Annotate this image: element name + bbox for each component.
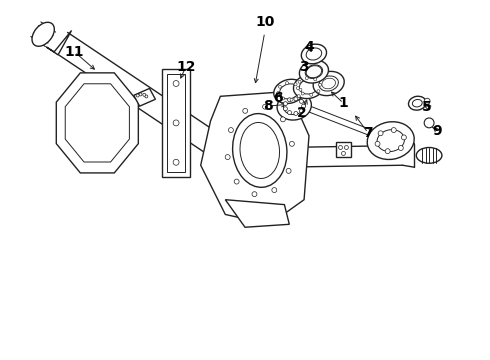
Ellipse shape <box>240 122 279 179</box>
Circle shape <box>297 95 300 98</box>
Circle shape <box>299 99 303 103</box>
Circle shape <box>284 107 288 111</box>
Circle shape <box>173 159 179 165</box>
Circle shape <box>296 87 299 90</box>
Polygon shape <box>65 84 129 162</box>
Circle shape <box>272 188 277 193</box>
Circle shape <box>317 90 320 93</box>
Circle shape <box>278 85 281 88</box>
Text: 12: 12 <box>176 60 196 74</box>
Polygon shape <box>201 91 309 224</box>
Circle shape <box>385 149 390 154</box>
Ellipse shape <box>416 148 442 163</box>
Circle shape <box>139 93 142 96</box>
Ellipse shape <box>306 48 321 60</box>
Text: 9: 9 <box>432 124 442 138</box>
Ellipse shape <box>294 75 324 99</box>
Circle shape <box>294 112 298 116</box>
Circle shape <box>378 131 383 136</box>
Circle shape <box>375 141 380 146</box>
Ellipse shape <box>306 66 321 78</box>
Text: 4: 4 <box>304 40 314 54</box>
Circle shape <box>344 145 348 149</box>
Polygon shape <box>56 73 138 173</box>
Text: 6: 6 <box>272 91 282 105</box>
Polygon shape <box>225 200 289 227</box>
Polygon shape <box>336 141 351 157</box>
Circle shape <box>280 117 285 122</box>
Circle shape <box>136 94 139 97</box>
Ellipse shape <box>301 44 326 64</box>
Circle shape <box>339 145 343 149</box>
Circle shape <box>290 141 294 146</box>
Text: 8: 8 <box>263 99 272 113</box>
Text: 7: 7 <box>363 126 373 140</box>
Circle shape <box>286 82 289 85</box>
Circle shape <box>173 81 179 86</box>
Circle shape <box>424 98 430 104</box>
Circle shape <box>398 145 403 150</box>
Circle shape <box>145 95 148 98</box>
Ellipse shape <box>233 114 287 187</box>
Circle shape <box>424 118 434 128</box>
Circle shape <box>290 98 293 101</box>
Circle shape <box>288 98 292 102</box>
Circle shape <box>314 78 317 81</box>
Ellipse shape <box>322 78 336 89</box>
Ellipse shape <box>280 84 299 99</box>
Ellipse shape <box>299 79 318 94</box>
Ellipse shape <box>299 60 328 83</box>
Ellipse shape <box>277 92 311 120</box>
Ellipse shape <box>413 99 422 107</box>
Circle shape <box>284 102 288 105</box>
Ellipse shape <box>313 71 344 96</box>
Polygon shape <box>134 89 155 106</box>
Text: 2: 2 <box>297 106 307 120</box>
Circle shape <box>294 97 298 101</box>
Ellipse shape <box>367 122 414 159</box>
Circle shape <box>310 93 313 96</box>
Circle shape <box>342 152 345 156</box>
Ellipse shape <box>409 96 426 110</box>
Polygon shape <box>46 31 72 55</box>
Circle shape <box>234 179 239 184</box>
Ellipse shape <box>32 22 54 46</box>
Circle shape <box>299 88 302 91</box>
Circle shape <box>294 83 297 86</box>
Text: 11: 11 <box>65 45 84 59</box>
Circle shape <box>302 104 306 108</box>
Circle shape <box>228 127 233 132</box>
Circle shape <box>305 77 308 80</box>
Circle shape <box>298 80 301 83</box>
Ellipse shape <box>274 79 305 104</box>
Circle shape <box>252 192 257 197</box>
Ellipse shape <box>377 130 404 152</box>
Circle shape <box>392 127 396 132</box>
Circle shape <box>282 97 285 100</box>
Ellipse shape <box>305 65 322 78</box>
Circle shape <box>318 83 321 86</box>
Circle shape <box>286 168 291 173</box>
Text: 3: 3 <box>299 60 309 74</box>
Circle shape <box>225 155 230 159</box>
Polygon shape <box>167 74 185 172</box>
Ellipse shape <box>283 98 305 114</box>
Ellipse shape <box>319 76 339 91</box>
Circle shape <box>299 109 303 113</box>
Polygon shape <box>162 69 190 177</box>
Circle shape <box>301 92 304 95</box>
Circle shape <box>173 120 179 126</box>
Circle shape <box>263 104 268 109</box>
Text: 10: 10 <box>255 15 274 30</box>
Circle shape <box>401 135 406 140</box>
Text: 1: 1 <box>339 96 348 110</box>
Circle shape <box>288 111 292 114</box>
Circle shape <box>277 91 280 95</box>
Circle shape <box>143 93 146 96</box>
Text: 5: 5 <box>422 100 432 114</box>
Circle shape <box>243 108 247 113</box>
